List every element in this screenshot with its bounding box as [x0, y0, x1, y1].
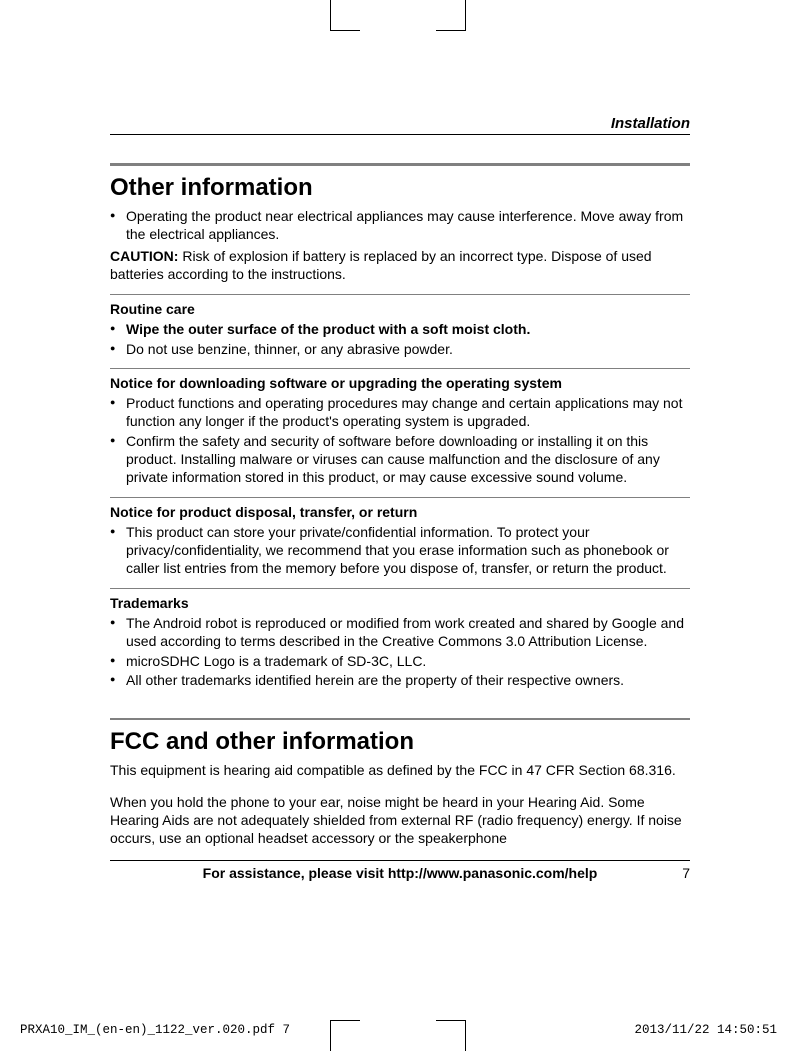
- crop-mark: [436, 30, 466, 31]
- divider: [110, 294, 690, 295]
- crop-mark: [330, 1020, 360, 1021]
- section-title-other-info: Other information: [110, 174, 690, 202]
- caution-label: CAUTION:: [110, 248, 178, 264]
- thick-rule: [110, 163, 690, 166]
- footer: For assistance, please visit http://www.…: [110, 861, 690, 881]
- bullet-item: Confirm the safety and security of softw…: [110, 433, 690, 487]
- section-title-fcc: FCC and other information: [110, 728, 690, 756]
- bullet-item: Wipe the outer surface of the product wi…: [110, 321, 690, 339]
- caution-body: Risk of explosion if battery is replaced…: [110, 248, 652, 282]
- bullet-item: The Android robot is reproduced or modif…: [110, 615, 690, 651]
- crop-mark: [330, 30, 360, 31]
- meta-timestamp: 2013/11/22 14:50:51: [634, 1023, 777, 1037]
- thick-rule: [110, 718, 690, 720]
- section-header: Installation: [110, 115, 690, 134]
- intro-bullets: Operating the product near electrical ap…: [110, 208, 690, 244]
- notice-download-bullets: Product functions and operating procedur…: [110, 395, 690, 487]
- meta-filename: PRXA10_IM_(en-en)_1122_ver.020.pdf 7: [20, 1023, 290, 1037]
- footer-assistance-text: For assistance, please visit http://www.…: [203, 865, 598, 881]
- divider: [110, 368, 690, 369]
- header-rule-top: Installation: [110, 115, 690, 135]
- bullet-item: This product can store your private/conf…: [110, 524, 690, 578]
- subheading-routine-care: Routine care: [110, 301, 690, 317]
- notice-disposal-bullets: This product can store your private/conf…: [110, 524, 690, 578]
- crop-mark: [330, 0, 331, 30]
- bullet-item: Product functions and operating procedur…: [110, 395, 690, 431]
- fcc-para-1: This equipment is hearing aid compatible…: [110, 762, 690, 780]
- subheading-notice-download: Notice for downloading software or upgra…: [110, 375, 690, 391]
- page-content: Installation Other information Operating…: [110, 115, 690, 881]
- subheading-trademarks: Trademarks: [110, 595, 690, 611]
- crop-mark: [465, 0, 466, 30]
- bullet-item: All other trademarks identified herein a…: [110, 672, 690, 690]
- divider: [110, 588, 690, 589]
- subheading-notice-disposal: Notice for product disposal, transfer, o…: [110, 504, 690, 520]
- trademarks-bullets: The Android robot is reproduced or modif…: [110, 615, 690, 691]
- caution-text: CAUTION: Risk of explosion if battery is…: [110, 248, 690, 284]
- routine-care-bullets: Wipe the outer surface of the product wi…: [110, 321, 690, 359]
- fcc-para-2: When you hold the phone to your ear, noi…: [110, 794, 690, 848]
- bullet-item: microSDHC Logo is a trademark of SD-3C, …: [110, 653, 690, 671]
- crop-mark: [436, 1020, 466, 1021]
- bullet-item: Do not use benzine, thinner, or any abra…: [110, 341, 690, 359]
- divider: [110, 497, 690, 498]
- bullet-text: Do not use benzine, thinner, or any abra…: [126, 341, 453, 357]
- print-meta-line: PRXA10_IM_(en-en)_1122_ver.020.pdf 7 201…: [20, 1023, 777, 1037]
- bullet-text: Wipe the outer surface of the product wi…: [126, 321, 530, 337]
- footer-page-number: 7: [682, 865, 690, 881]
- bullet-item: Operating the product near electrical ap…: [110, 208, 690, 244]
